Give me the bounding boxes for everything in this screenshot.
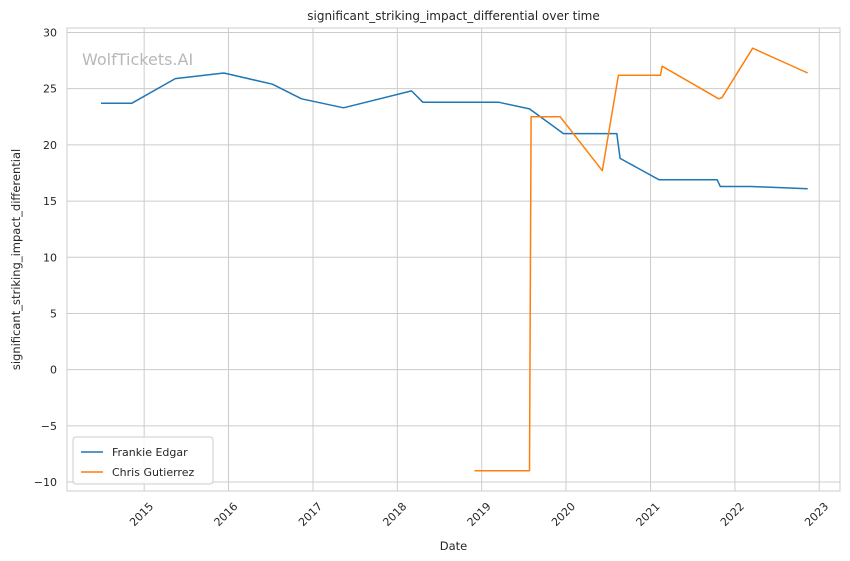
y-tick-label: 5 [50,307,57,320]
legend-box [72,436,214,485]
series-lines [101,47,809,472]
y-tick-label: 0 [50,364,57,377]
legend: Frankie Edgar Chris Gutierrez [72,436,214,485]
plot-area-frame [66,27,841,492]
series-line-frankie-edgar [101,72,808,190]
y-tick-label: 30 [43,26,57,39]
chart-title: significant_striking_impact_differential… [307,9,599,23]
x-axis-title: Date [440,539,468,553]
y-tick-label: 10 [43,251,57,264]
legend-label-frankie-edgar: Frankie Edgar [112,446,188,459]
y-axis-title: significant_striking_impact_differential [9,149,23,370]
y-tick-label: 15 [43,195,57,208]
y-axis-ticks: −10 −5 0 5 10 15 20 25 30 [34,26,57,489]
y-tick-label: −5 [41,420,57,433]
series-line-chris-gutierrez [474,47,809,472]
y-tick-label: 20 [43,139,57,152]
y-tick-label: −10 [34,476,57,489]
y-tick-label: 25 [43,83,57,96]
grid-lines [67,28,840,491]
watermark-text: WolfTickets.AI [82,50,193,69]
legend-label-chris-gutierrez: Chris Gutierrez [112,466,194,479]
